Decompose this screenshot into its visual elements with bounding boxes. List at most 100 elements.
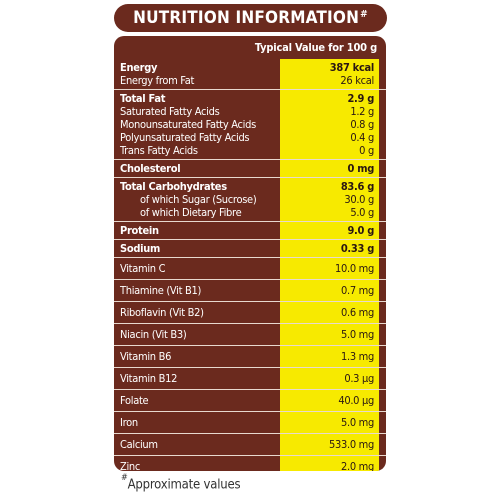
nutrient-label: Vitamin B12 [120,372,178,385]
table-row: Niacin (Vit B3) 5.0 mg [114,328,386,341]
nutrient-label: Folate [120,394,149,407]
nutrient-label: Monounsaturated Fatty Acids [120,118,256,131]
table-row: Calcium 533.0 mg [114,438,386,451]
column-header: Typical Value for 100 g [254,40,377,54]
nutrient-label: Total Carbohydrates [120,180,227,193]
table-row: Energy 387 kcal [114,61,386,74]
nutrient-group: Vitamin B6 1.3 mg [114,345,386,367]
title-footnote-mark: # [360,8,368,20]
value-column-bg [280,90,379,159]
table-row: Vitamin C 10.0 mg [114,262,386,275]
title-text: NUTRITION INFORMATION [133,8,360,28]
table-row: Total Carbohydrates 83.6 g [114,180,386,193]
table-row: Saturated Fatty Acids 1.2 g [114,105,386,118]
table-row: of which Dietary Fibre 5.0 g [114,206,386,219]
nutrient-group: Sodium 0.33 g [114,239,386,257]
table-row: of which Sugar (Sucrose) 30.0 g [114,193,386,206]
value-column-bg [280,280,379,301]
nutrient-value: 0.7 mg [341,284,374,297]
value-column-bg [280,160,379,177]
value-column-bg [280,456,379,471]
nutrient-label: Riboflavin (Vit B2) [120,306,204,319]
nutrient-label: Vitamin C [120,262,166,275]
nutrient-value: 9.0 g [347,224,374,237]
value-column-bg [280,302,379,323]
nutrient-label: Vitamin B6 [120,350,172,363]
table-row: Total Fat 2.9 g [114,92,386,105]
nutrient-label: Cholesterol [120,162,181,175]
value-column-bg [280,390,379,411]
nutrient-label: Niacin (Vit B3) [120,328,187,341]
nutrient-label: Thiamine (Vit B1) [120,284,202,297]
nutrient-group: Energy 387 kcal Energy from Fat 26 kcal [114,59,386,89]
nutrient-label: Zinc [120,460,141,471]
nutrient-group: Vitamin C 10.0 mg [114,257,386,279]
nutrient-label: Sodium [120,242,160,255]
table-title: NUTRITION INFORMATION # [114,4,387,32]
nutrient-group: Total Fat 2.9 g Saturated Fatty Acids 1.2 g… [114,89,386,159]
table-row: Energy from Fat 26 kcal [114,74,386,87]
nutrient-value: 533.0 mg [329,438,374,451]
nutrient-value: 387 kcal [329,61,375,74]
nutrient-group: Total Carbohydrates 83.6 g of which Sugar … [114,177,386,221]
nutrient-rows: Energy 387 kcal Energy from Fat 26 kcal Tota… [114,59,386,471]
nutrient-label: Trans Fatty Acids [120,144,198,157]
table-row: Riboflavin (Vit B2) 0.6 mg [114,306,386,319]
footnote-text: Approximate values [127,477,241,493]
table-row: Protein 9.0 g [114,224,386,237]
nutrient-value: 5.0 mg [341,328,374,341]
nutrient-value: 26 kcal [340,74,374,87]
nutrition-table: Typical Value for 100 g Energy 387 kcal En… [114,36,386,471]
table-row: Cholesterol 0 mg [114,162,386,175]
nutrient-value: 0.6 mg [341,306,374,319]
footnote-mark: # [121,473,128,483]
nutrient-value: 0.3 µg [344,372,374,385]
nutrient-value: 5.0 mg [341,416,374,429]
nutrient-group: Calcium 533.0 mg [114,433,386,455]
nutrient-value: 10.0 mg [335,262,374,275]
table-row: Thiamine (Vit B1) 0.7 mg [114,284,386,297]
nutrient-value: 5.0 g [350,206,374,219]
table-row: Polyunsaturated Fatty Acids 0.4 g [114,131,386,144]
table-row: Monounsaturated Fatty Acids 0.8 g [114,118,386,131]
nutrient-value: 1.2 g [350,105,374,118]
nutrient-label: Iron [120,416,138,429]
nutrient-group: Riboflavin (Vit B2) 0.6 mg [114,301,386,323]
value-column-bg [280,258,379,279]
table-row: Trans Fatty Acids 0 g [114,144,386,157]
nutrient-label: of which Dietary Fibre [140,206,242,219]
table-row: Sodium 0.33 g [114,242,386,255]
nutrient-value: 2.0 mg [341,460,374,471]
nutrient-label: Polyunsaturated Fatty Acids [120,131,250,144]
value-column-bg [280,346,379,367]
value-column-bg [280,324,379,345]
table-row: Iron 5.0 mg [114,416,386,429]
nutrient-label: Saturated Fatty Acids [120,105,220,118]
nutrient-value: 0.4 g [350,131,374,144]
nutrient-group: Zinc 2.0 mg [114,455,386,471]
nutrient-group: Thiamine (Vit B1) 0.7 mg [114,279,386,301]
footnote: #Approximate values [121,473,241,493]
nutrient-value: 0.33 g [340,242,374,255]
table-row: Vitamin B6 1.3 mg [114,350,386,363]
nutrient-group: Folate 40.0 µg [114,389,386,411]
nutrient-value: 30.0 g [344,193,374,206]
value-column-bg [280,368,379,389]
nutrient-label: Total Fat [120,92,166,105]
value-column-bg [280,412,379,433]
nutrient-label: Protein [120,224,159,237]
nutrient-value: 40.0 µg [338,394,374,407]
nutrient-group: Iron 5.0 mg [114,411,386,433]
nutrient-group: Vitamin B12 0.3 µg [114,367,386,389]
nutrient-group: Niacin (Vit B3) 5.0 mg [114,323,386,345]
table-row: Folate 40.0 µg [114,394,386,407]
value-column-bg [280,222,379,239]
nutrient-label: Calcium [120,438,158,451]
nutrient-group: Protein 9.0 g [114,221,386,239]
value-column-bg [280,240,379,257]
nutrient-value: 2.9 g [347,92,374,105]
value-column-bg [280,59,379,89]
nutrient-label: Energy [120,61,158,74]
nutrient-label: Energy from Fat [120,74,195,87]
nutrient-value: 83.6 g [340,180,374,193]
